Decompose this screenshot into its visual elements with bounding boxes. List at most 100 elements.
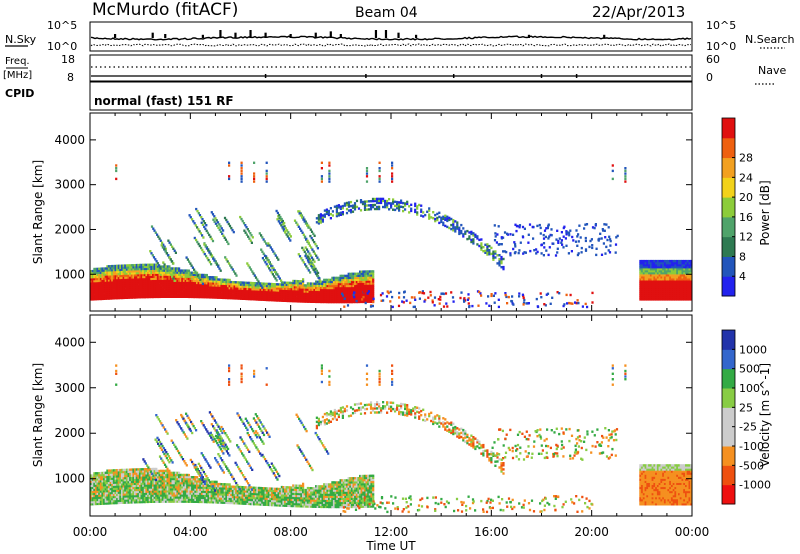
- cell-2314: [642, 278, 645, 281]
- cell-664: [153, 269, 156, 272]
- cell-609: [148, 277, 151, 281]
- cell-1532: [277, 297, 280, 300]
- cell-1922: [336, 294, 339, 298]
- cell-3722: [577, 240, 580, 243]
- cell-949: [184, 287, 187, 290]
- cell-1707: [305, 298, 308, 301]
- cell-3629: [584, 223, 587, 226]
- cell-1049: [196, 275, 199, 279]
- cell-2952: [367, 200, 371, 203]
- cell-3772: [565, 293, 568, 297]
- cell-453: [134, 284, 137, 287]
- cell-1855: [326, 278, 329, 282]
- cell-1550: [280, 297, 283, 300]
- cell-2241: [370, 282, 373, 285]
- cell-1446: [261, 288, 264, 291]
- cell-766: [165, 293, 168, 296]
- cell-2081: [354, 288, 357, 292]
- cell-1091: [202, 289, 205, 293]
- cell-55: [94, 279, 98, 283]
- cell-1538: [277, 285, 280, 288]
- cell-2145: [360, 282, 363, 285]
- cell-1193: [217, 290, 220, 293]
- cell-1260: [228, 296, 231, 300]
- cell-1445: [261, 290, 264, 293]
- cell-1540: [279, 299, 282, 302]
- cell-754: [163, 285, 166, 288]
- cell-591: [147, 279, 150, 283]
- cell-1184: [215, 286, 218, 289]
- cell-3915: [387, 291, 390, 295]
- cell-1968: [341, 282, 344, 286]
- cell-3906: [366, 292, 369, 295]
- cell-519: [140, 288, 143, 291]
- cell-1873: [329, 290, 332, 294]
- cell-1875: [329, 286, 332, 290]
- cell-862: [174, 287, 177, 290]
- cell-521: [140, 284, 143, 287]
- cell-1018: [192, 285, 195, 289]
- cell-3828: [488, 304, 491, 307]
- cell-3654: [599, 232, 602, 235]
- cell-1441: [261, 298, 264, 301]
- cell-212: [111, 291, 114, 294]
- cell-240: [112, 268, 115, 272]
- cell-3058: [438, 221, 441, 225]
- cell-3116: [470, 230, 473, 234]
- cell-3702: [584, 239, 587, 243]
- cell-735: [161, 291, 164, 294]
- cell-659: [153, 279, 156, 282]
- cell-944: [182, 269, 186, 272]
- cell-2114: [357, 282, 360, 285]
- cell-154: [104, 273, 107, 276]
- cell-3488: [201, 282, 204, 285]
- cell-1861: [328, 290, 331, 294]
- cell-2286: [641, 294, 644, 297]
- cell-3050: [432, 217, 435, 220]
- cell-3729: [576, 235, 579, 238]
- cell-2297: [641, 272, 644, 275]
- cell-1406: [254, 296, 257, 299]
- cell-1345: [243, 291, 246, 294]
- cell-2333: [644, 280, 647, 283]
- cell-853: [173, 275, 176, 278]
- cell-2014: [346, 274, 349, 278]
- cell-3000: [394, 204, 397, 208]
- cell-1155: [210, 278, 213, 281]
- cell-593: [147, 275, 150, 279]
- cell-1870: [329, 296, 332, 300]
- cell-1102: [204, 292, 207, 295]
- cell-1522: [275, 299, 279, 302]
- cell-2151: [360, 270, 363, 273]
- cell-613: [148, 269, 151, 272]
- cell-3904: [478, 290, 481, 294]
- cell-1908: [334, 296, 337, 300]
- cell-1047: [196, 279, 199, 283]
- cell-1711: [305, 290, 308, 293]
- cell-3713: [577, 252, 580, 255]
- cell-1217: [220, 282, 223, 285]
- cell-1880: [331, 300, 334, 304]
- cell-2006: [346, 290, 349, 294]
- power-colorbar-swatch-8: [722, 118, 735, 139]
- cell-2966: [376, 205, 379, 209]
- cell-3668: [536, 250, 539, 254]
- cell-764: [163, 265, 166, 268]
- cell-1539: [277, 283, 280, 286]
- cell-2198: [365, 272, 368, 275]
- cell-606: [148, 283, 151, 287]
- cell-961: [186, 291, 189, 294]
- cell-992: [189, 285, 192, 288]
- cell-2142: [360, 288, 363, 291]
- cell-790: [166, 277, 169, 280]
- cell-3445: [201, 248, 204, 252]
- cell-1792: [318, 290, 321, 294]
- cell-289: [117, 272, 120, 276]
- cell-3679: [505, 250, 508, 254]
- cell-3627: [527, 241, 530, 244]
- cell-1481: [267, 290, 270, 294]
- cell-660: [153, 277, 156, 280]
- cell-1943: [337, 278, 340, 282]
- cell-1002: [191, 291, 194, 295]
- cell-980: [187, 281, 190, 284]
